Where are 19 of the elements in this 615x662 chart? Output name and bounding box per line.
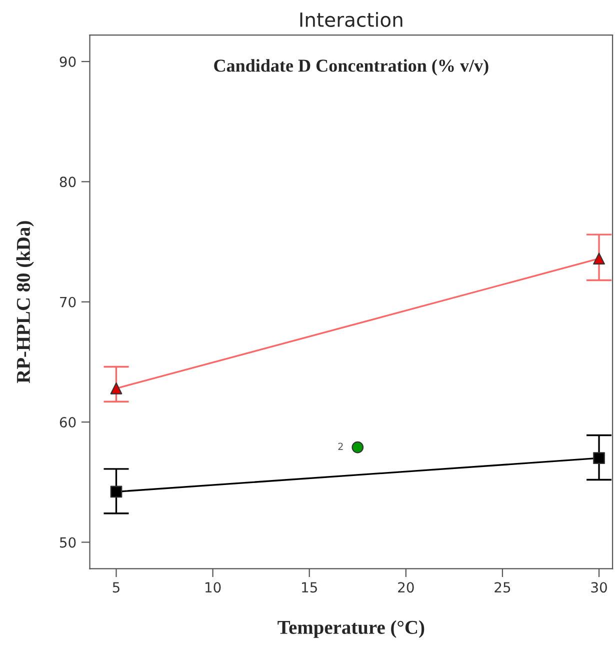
x-tick-label: 30 — [591, 582, 607, 593]
chart-title: Interaction — [300, 12, 402, 28]
annotation: 2 — [338, 442, 343, 450]
x-tick-label: 20 — [398, 582, 414, 593]
y-tick-label: 50 — [60, 537, 76, 548]
annotation: Candidate D Concentration (% v/v) — [214, 59, 488, 76]
y-tick-label: 90 — [60, 56, 76, 67]
y-axis-title: RP-HPLC 80 (kDa) — [16, 221, 34, 384]
point — [352, 441, 364, 454]
x-tick-label: 5 — [112, 582, 120, 593]
y-tick-label: 60 — [60, 417, 76, 428]
y-tick-label: 70 — [60, 296, 76, 308]
x-axis-title: Temperature (°C) — [278, 620, 424, 638]
x-tick-label: 15 — [302, 582, 317, 593]
y-tick-label: 80 — [60, 176, 76, 188]
x-tick-label: 25 — [494, 582, 510, 593]
x-tick-label: 10 — [205, 582, 221, 593]
point — [110, 486, 122, 498]
point — [593, 452, 605, 464]
